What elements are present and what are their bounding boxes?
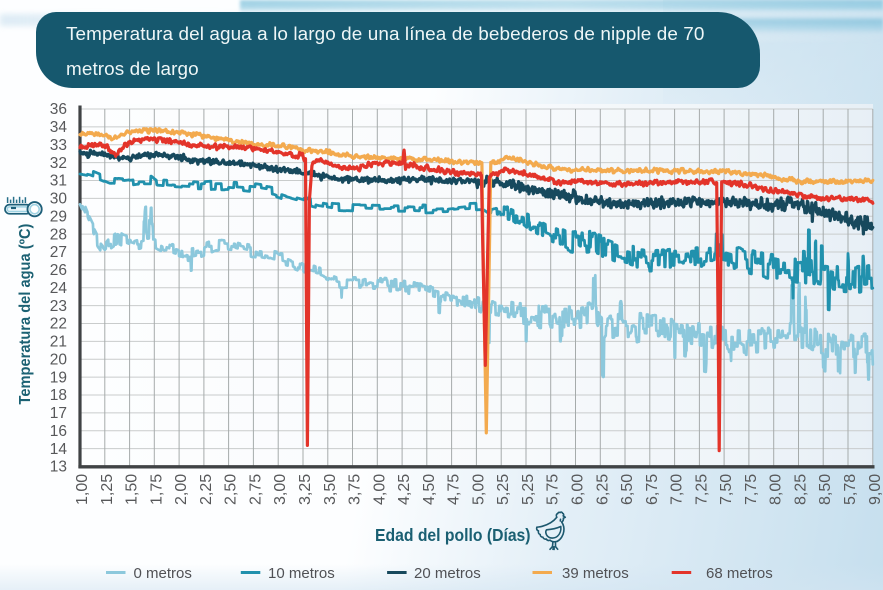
svg-text:26: 26	[50, 262, 67, 279]
svg-text:30: 30	[50, 191, 68, 208]
svg-text:5,78: 5,78	[842, 474, 859, 505]
svg-text:2,25: 2,25	[198, 474, 215, 505]
svg-text:20: 20	[50, 351, 68, 368]
svg-text:20 metros: 20 metros	[414, 565, 481, 582]
svg-text:Edad del pollo (Días): Edad del pollo (Días)	[375, 525, 531, 545]
svg-text:7,00: 7,00	[669, 474, 686, 505]
svg-text:1,75: 1,75	[148, 474, 165, 505]
svg-text:4,25: 4,25	[396, 474, 413, 505]
svg-text:5,75: 5,75	[545, 474, 562, 505]
svg-text:21: 21	[50, 334, 67, 351]
svg-text:Temperatura del agua (ºC): Temperatura del agua (ºC)	[17, 224, 35, 405]
svg-text:2,75: 2,75	[247, 474, 264, 505]
svg-text:28: 28	[50, 226, 67, 243]
svg-text:4,00: 4,00	[371, 474, 388, 505]
svg-text:1,25: 1,25	[99, 474, 116, 505]
svg-text:18: 18	[50, 387, 67, 404]
svg-text:3,75: 3,75	[347, 474, 364, 505]
svg-text:23: 23	[50, 298, 67, 315]
svg-text:19: 19	[50, 369, 67, 386]
svg-text:5,25: 5,25	[495, 474, 512, 505]
svg-text:8,50: 8,50	[817, 474, 834, 505]
svg-text:6,25: 6,25	[594, 474, 611, 505]
svg-text:10 metros: 10 metros	[268, 565, 335, 582]
svg-text:6,50: 6,50	[619, 474, 636, 505]
svg-text:6,75: 6,75	[644, 474, 661, 505]
svg-text:3,25: 3,25	[297, 474, 314, 505]
svg-text:7,50: 7,50	[718, 474, 735, 505]
svg-text:4,75: 4,75	[446, 474, 463, 505]
svg-text:16: 16	[50, 423, 67, 440]
svg-text:17: 17	[50, 405, 67, 422]
svg-text:27: 27	[50, 244, 67, 261]
svg-text:1,50: 1,50	[124, 474, 141, 505]
svg-text:9,00: 9,00	[867, 474, 883, 505]
svg-text:13: 13	[50, 459, 67, 476]
svg-text:33: 33	[50, 137, 67, 154]
svg-text:24: 24	[50, 280, 68, 297]
svg-text:0 metros: 0 metros	[134, 565, 192, 582]
svg-text:1,00: 1,00	[74, 474, 91, 505]
svg-text:5,25: 5,25	[520, 474, 537, 505]
svg-text:22: 22	[50, 316, 67, 333]
svg-text:39 metros: 39 metros	[562, 565, 629, 582]
svg-text:8,25: 8,25	[793, 474, 810, 505]
svg-text:14: 14	[50, 441, 68, 458]
svg-text:36: 36	[50, 101, 67, 118]
svg-text:31: 31	[50, 173, 67, 190]
svg-text:3,00: 3,00	[272, 474, 289, 505]
svg-text:34: 34	[50, 119, 68, 136]
svg-text:68 metros: 68 metros	[706, 565, 773, 582]
svg-text:6,00: 6,00	[570, 474, 587, 505]
svg-text:7,25: 7,25	[693, 474, 710, 505]
svg-text:7,75: 7,75	[743, 474, 760, 505]
svg-text:5,00: 5,00	[470, 474, 487, 505]
svg-text:32: 32	[50, 155, 67, 172]
svg-text:2,00: 2,00	[173, 474, 190, 505]
svg-text:3,50: 3,50	[322, 474, 339, 505]
svg-text:29: 29	[50, 208, 67, 225]
svg-text:4,50: 4,50	[421, 474, 438, 505]
svg-text:8,00: 8,00	[768, 474, 785, 505]
svg-text:2,50: 2,50	[223, 474, 240, 505]
